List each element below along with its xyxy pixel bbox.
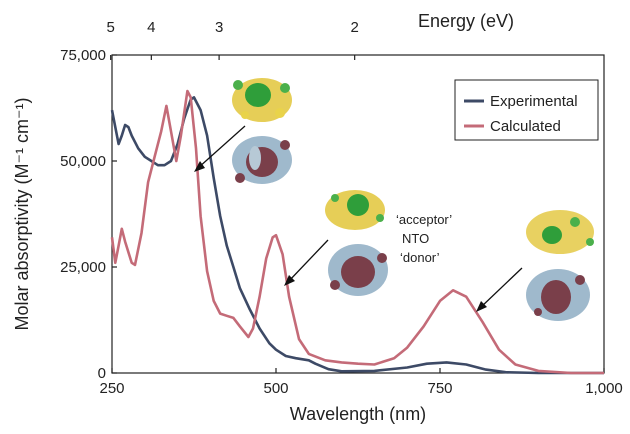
top-axis-title: Energy (eV) bbox=[418, 11, 514, 31]
x-tick-label: 1,000 bbox=[585, 380, 623, 397]
annotation-arrows bbox=[194, 125, 523, 312]
arrow-peak-370 bbox=[197, 125, 246, 169]
y-tick-label: 25,000 bbox=[60, 259, 106, 276]
x-tick-label: 750 bbox=[427, 380, 452, 397]
legend-label-experimental: Experimental bbox=[490, 93, 578, 110]
series-layer bbox=[110, 89, 604, 375]
plot-frame bbox=[111, 54, 605, 374]
top-tick-label: 2 bbox=[350, 19, 358, 36]
arrow-head-peak-770 bbox=[476, 301, 487, 312]
y-tick-label: 0 bbox=[98, 365, 106, 382]
legend: Experimental Calculated bbox=[454, 79, 599, 141]
y-tick-label: 50,000 bbox=[60, 153, 106, 170]
x-tick-label: 500 bbox=[263, 380, 288, 397]
annotation-donor: ‘donor’ bbox=[400, 250, 440, 265]
x-tick-label: 250 bbox=[99, 380, 124, 397]
legend-label-calculated: Calculated bbox=[490, 118, 561, 135]
top-tick-label: 5 bbox=[106, 19, 114, 36]
annotation-nto: NTO bbox=[402, 231, 429, 246]
legend-box bbox=[454, 79, 599, 141]
y-axis-title: Molar absorptivity (M⁻¹ cm⁻¹) bbox=[12, 97, 32, 330]
y-tick-label: 75,000 bbox=[60, 47, 106, 64]
top-tick-label: 3 bbox=[215, 19, 223, 36]
x-axis-title: Wavelength (nm) bbox=[290, 404, 426, 424]
arrow-peak-770 bbox=[479, 267, 523, 309]
nto-image-peak-370 bbox=[232, 78, 292, 184]
series-line-experimental bbox=[110, 96, 604, 375]
arrow-head-peak-500 bbox=[284, 275, 295, 286]
annotation-acceptor: ‘acceptor’ bbox=[396, 212, 452, 227]
nto-image-peak-770 bbox=[526, 210, 594, 321]
arrow-head-peak-370 bbox=[194, 161, 205, 172]
top-tick-label: 4 bbox=[147, 19, 155, 36]
series-line-calculated bbox=[110, 89, 604, 375]
arrow-peak-500 bbox=[287, 239, 329, 283]
nto-image-peak-500 bbox=[325, 190, 388, 296]
